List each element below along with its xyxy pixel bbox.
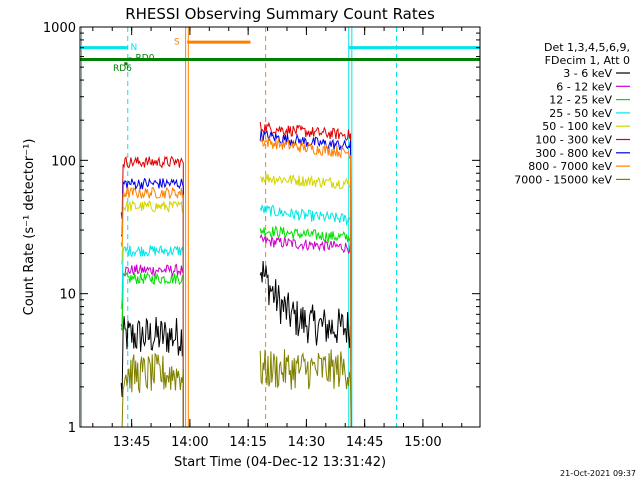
x-tick-label-0: 13:45: [113, 435, 150, 450]
y-axis-label: Count Rate (s⁻¹ detector⁻¹): [22, 139, 37, 316]
annotation-2: RD0: [136, 54, 155, 64]
annotation-3: S: [174, 38, 180, 48]
legend: Det 1,3,4,5,6,9,FDecim 1, Att 03 - 6 keV…: [514, 41, 630, 186]
annotation-0: N: [130, 43, 137, 53]
annotation-marker-0: [124, 62, 128, 66]
legend-label-5: 100 - 300 keV: [535, 134, 612, 147]
x-tick-label-4: 14:45: [346, 435, 383, 450]
x-tick-label-2: 14:15: [229, 435, 266, 450]
legend-label-0: 3 - 6 keV: [563, 67, 612, 80]
legend-label-2: 12 - 25 keV: [549, 94, 612, 107]
x-tick-label-5: 15:00: [404, 435, 441, 450]
x-tick-label-1: 14:00: [171, 435, 208, 450]
legend-header-1: FDecim 1, Att 0: [545, 54, 630, 67]
legend-label-8: 7000 - 15000 keV: [514, 173, 612, 186]
y-tick-label-1: 10: [59, 288, 76, 303]
plot-layer: N RD6 RD0 S: [80, 27, 480, 428]
legend-label-3: 25 - 50 keV: [549, 107, 612, 120]
timestamp: 21-Oct-2021 09:37: [560, 469, 636, 478]
legend-header-0: Det 1,3,4,5,6,9,: [544, 41, 630, 54]
legend-label-4: 50 - 100 keV: [542, 120, 612, 133]
x-tick-label-3: 14:30: [288, 435, 325, 450]
annotation-1: RD6: [113, 64, 132, 74]
y-tick-label-0: 1: [68, 421, 76, 436]
axes-layer: 1 10 100 1000 13:45 14:00 14:15 14:30 14:45 15:00: [43, 21, 481, 450]
y-tick-label-3: 1000: [43, 21, 76, 36]
annotation-marker-1: [128, 57, 132, 61]
series-line-4: [120, 173, 352, 428]
chart-title: RHESSI Observing Summary Count Rates: [125, 5, 435, 23]
x-axis-label: Start Time (04-Dec-12 13:31:42): [174, 455, 386, 470]
legend-label-7: 800 - 7000 keV: [528, 160, 612, 173]
series-line-2: [120, 225, 352, 428]
plot-frame: [79, 26, 481, 428]
series-line-3: [120, 204, 352, 428]
series-line-6: [120, 130, 352, 428]
legend-label-1: 6 - 12 keV: [556, 80, 612, 93]
series-line-7: [120, 136, 352, 428]
y-tick-label-2: 100: [51, 154, 76, 169]
series-line-5: [120, 121, 352, 428]
series-line-8: [121, 349, 352, 428]
series-line-1: [120, 233, 352, 428]
series-line-0: [120, 260, 352, 428]
legend-label-6: 300 - 800 keV: [535, 147, 612, 160]
